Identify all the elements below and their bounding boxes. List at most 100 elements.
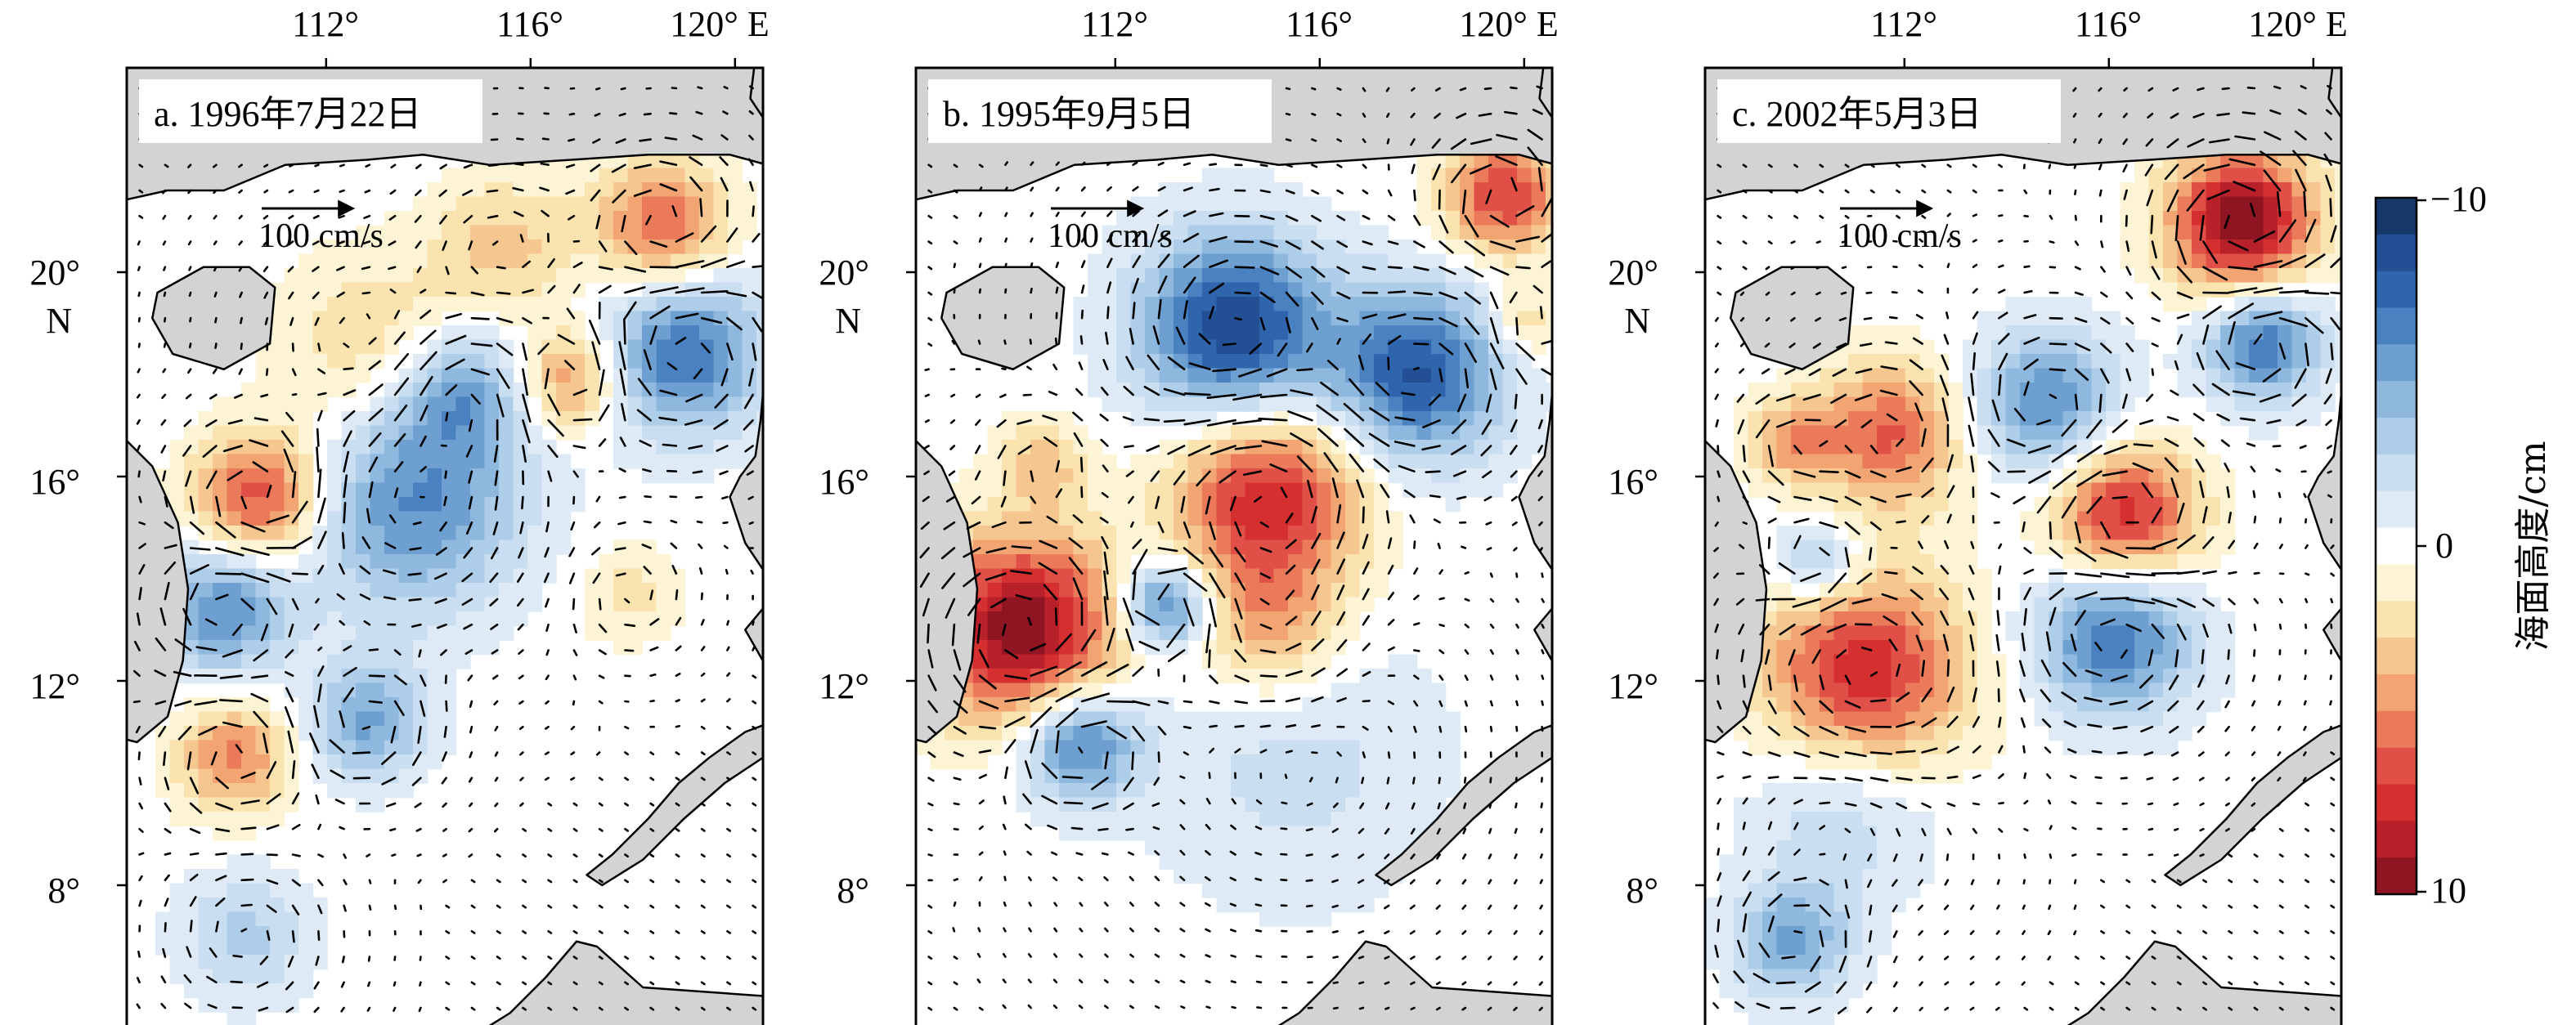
current-vector xyxy=(991,521,1007,529)
current-vector xyxy=(545,623,550,633)
ssh-cell xyxy=(1359,726,1375,741)
ssh-cell xyxy=(599,225,614,240)
ssh-cell xyxy=(527,339,543,355)
ssh-cell xyxy=(398,497,414,512)
current-vector xyxy=(572,674,577,681)
current-vector xyxy=(238,266,243,272)
ssh-cell xyxy=(1088,654,1103,669)
ssh-cell xyxy=(427,539,442,555)
current-vector xyxy=(1078,361,1084,371)
ssh-cell xyxy=(312,554,328,570)
ssh-cell xyxy=(1044,440,1060,455)
ssh-cell xyxy=(1517,383,1533,398)
ssh-cell xyxy=(1187,268,1203,284)
ssh-cell xyxy=(973,482,989,498)
current-vector xyxy=(752,232,761,243)
current-vector xyxy=(468,419,473,432)
ssh-cell xyxy=(298,611,314,627)
ssh-cell xyxy=(656,168,671,183)
ssh-cell xyxy=(1159,368,1174,383)
ssh-cell xyxy=(1145,754,1160,770)
ssh-cell xyxy=(527,482,543,498)
ssh-cell xyxy=(570,225,586,240)
ssh-cell xyxy=(442,253,457,269)
ssh-cell xyxy=(713,297,729,312)
ssh-cell xyxy=(713,396,729,412)
ssh-cell xyxy=(456,654,471,669)
current-vector xyxy=(1234,700,1249,705)
current-vector xyxy=(313,981,320,990)
current-vector xyxy=(380,751,397,765)
current-vector xyxy=(291,342,294,352)
ssh-cell xyxy=(1445,783,1461,799)
current-vector xyxy=(368,407,384,422)
ssh-cell xyxy=(527,526,543,541)
current-vector xyxy=(1431,138,1441,149)
ssh-cell xyxy=(1016,554,1031,570)
current-vector xyxy=(1188,362,1211,371)
current-vector xyxy=(1254,903,1263,907)
ssh-cell xyxy=(1216,768,1232,784)
ssh-cell xyxy=(1374,740,1389,755)
ssh-cell xyxy=(499,182,514,198)
current-vector xyxy=(1157,275,1168,294)
current-vector xyxy=(1101,852,1109,856)
ssh-cell xyxy=(1216,225,1232,240)
current-vector xyxy=(624,930,630,934)
ssh-cell xyxy=(945,754,960,770)
ssh-cell xyxy=(671,597,686,612)
current-vector xyxy=(465,445,473,458)
current-vector xyxy=(1461,981,1467,986)
current-vector xyxy=(694,495,703,499)
current-vector xyxy=(240,928,248,933)
ssh-cell xyxy=(1002,611,1017,627)
ssh-cell xyxy=(656,611,671,627)
ssh-cell xyxy=(1317,196,1332,212)
current-vector xyxy=(291,823,301,830)
current-vector xyxy=(1209,259,1228,269)
ssh-cell xyxy=(184,883,200,898)
ssh-cell xyxy=(728,211,743,226)
ssh-cell xyxy=(1231,783,1246,799)
ssh-cell xyxy=(1030,812,1046,827)
current-vector xyxy=(649,325,657,345)
ssh-cell xyxy=(1174,411,1189,427)
ssh-cell xyxy=(1317,812,1332,827)
ssh-cell xyxy=(198,754,213,770)
ssh-cell xyxy=(1116,754,1132,770)
ssh-cell xyxy=(1159,797,1174,812)
current-vector xyxy=(1254,826,1263,830)
current-vector xyxy=(238,163,243,168)
current-vector xyxy=(1209,747,1215,754)
current-vector xyxy=(750,569,754,575)
ssh-cell xyxy=(1088,339,1103,355)
current-vector xyxy=(361,240,371,245)
ssh-cell xyxy=(298,983,314,999)
ssh-cell xyxy=(1116,225,1132,240)
ssh-cell xyxy=(241,740,257,755)
ssh-cell xyxy=(627,383,643,398)
ssh-cell xyxy=(1044,425,1060,441)
ssh-cell xyxy=(1216,754,1232,770)
current-vector xyxy=(1359,802,1365,809)
ssh-cell xyxy=(613,253,629,269)
ssh-cell xyxy=(599,597,614,612)
current-vector xyxy=(1413,725,1417,733)
ssh-cell xyxy=(312,583,328,598)
current-vector xyxy=(1413,622,1420,626)
ssh-cell xyxy=(1502,354,1518,369)
current-vector xyxy=(1541,598,1545,603)
ssh-cell xyxy=(527,253,543,269)
current-vector xyxy=(1179,953,1186,958)
ssh-cell xyxy=(527,425,543,441)
ssh-cell xyxy=(1030,411,1046,427)
ssh-cell xyxy=(1145,783,1160,799)
ssh-cell xyxy=(427,697,442,713)
current-vector xyxy=(1413,540,1416,549)
current-vector xyxy=(1510,86,1518,90)
ssh-cell xyxy=(513,253,528,269)
current-vector xyxy=(415,189,422,196)
current-vector xyxy=(137,445,141,452)
ssh-cell xyxy=(1331,211,1346,226)
current-vector xyxy=(1004,766,1008,780)
